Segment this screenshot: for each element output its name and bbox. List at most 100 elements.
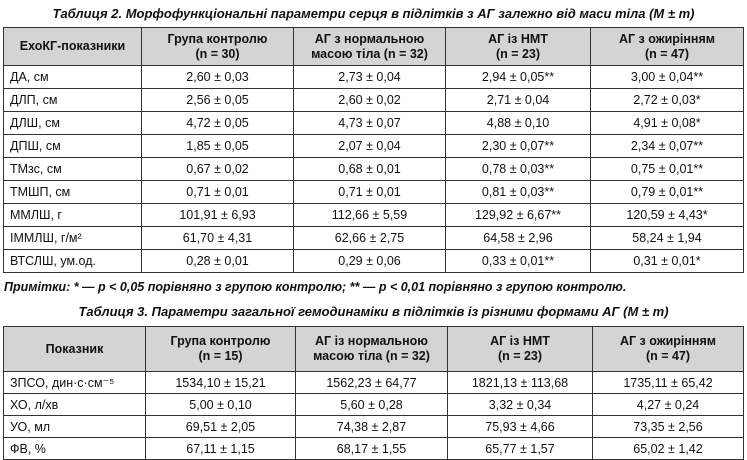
table3-header-line2: (n = 23) [497,349,543,363]
table2-header-line1: АГ з нормальною [314,31,425,46]
table3-cell: 68,17 ± 1,55 [295,437,448,460]
table2: ЕхоКГ-показники Група контролю (n = 30) А… [3,27,744,273]
table3-cell: 4,27 ± 0,24 [592,393,744,416]
table2-header-line2: (n = 47) [644,46,690,61]
table2-cell: 0,71 ± 0,01 [141,180,294,204]
table3-cell: 5,60 ± 0,28 [295,393,448,416]
table3-row: ФВ, % 67,11 ± 1,15 68,17 ± 1,55 65,77 ± 1,5… [3,437,744,460]
table3-cell: 5,00 ± 0,10 [145,393,296,416]
table2-cell: 2,34 ± 0,07** [590,134,744,158]
table2-cell: 0,79 ± 0,01** [590,180,744,204]
table2-row: ТМзс, см 0,67 ± 0,02 0,68 ± 0,01 0,78 ± 0,0… [3,157,744,181]
table2-header-row: ЕхоКГ-показники Група контролю (n = 30) А… [3,27,744,66]
table2-row: ДПШ, см 1,85 ± 0,05 2,07 ± 0,04 2,30 ± 0,07… [3,134,744,158]
table3-cell: 1821,13 ± 113,68 [447,371,593,394]
table2-cell: 58,24 ± 1,94 [590,226,744,250]
table3-header-cell: АГ із НМТ (n = 23) [447,326,593,372]
table2-cell: 0,68 ± 0,01 [293,157,446,181]
table2-cell: 64,58 ± 2,96 [445,226,591,250]
table3-header-cell: АГ з ожирінням (n = 47) [592,326,744,372]
table3-header-cell: Показник [3,326,146,372]
table3: Показник Група контролю (n = 15) АГ із но… [3,326,744,460]
table2-cell: 4,91 ± 0,08* [590,111,744,135]
table2-header-cell: ЕхоКГ-показники [3,27,142,66]
table2-cell: 4,88 ± 0,10 [445,111,591,135]
table2-row-label: ІММЛШ, г/м² [3,226,142,250]
table3-cell: 1534,10 ± 15,21 [145,371,296,394]
table2-cell: 2,73 ± 0,04 [293,65,446,89]
table2-row: ДЛП, см 2,56 ± 0,05 2,60 ± 0,02 2,71 ± 0,04… [3,88,744,112]
table2-cell: 0,67 ± 0,02 [141,157,294,181]
table2-cell: 2,56 ± 0,05 [141,88,294,112]
table2-title: Таблиця 2. Морфофункціональні параметри … [52,6,695,21]
table2-row-label: ММЛШ, г [3,203,142,227]
table3-cell: 1562,23 ± 64,77 [295,371,448,394]
table2-cell: 1,85 ± 0,05 [141,134,294,158]
table2-cell: 4,73 ± 0,07 [293,111,446,135]
table3-header-line2: (n = 47) [645,349,691,363]
table2-cell: 61,70 ± 4,31 [141,226,294,250]
table2-row-label: ДПШ, см [3,134,142,158]
table2-cell: 2,60 ± 0,02 [293,88,446,112]
table2-header-line2: масою тіла (n = 32) [311,46,428,61]
table2-header-cell: АГ із НМТ (n = 23) [445,27,591,66]
table3-header-line2: масою тіла (n = 32) [313,349,430,363]
table3-cell: 75,93 ± 4,66 [447,415,593,438]
table2-cell: 112,66 ± 5,59 [293,203,446,227]
table2-row: ІММЛШ, г/м² 61,70 ± 4,31 62,66 ± 2,75 64,58… [3,226,744,250]
table2-header-line1: Група контролю [167,31,268,46]
table3-cell: 65,77 ± 1,57 [447,437,593,460]
table3-cell: 67,11 ± 1,15 [145,437,296,460]
table2-cell: 2,30 ± 0,07** [445,134,591,158]
table2-cell: 0,71 ± 0,01 [293,180,446,204]
table2-header-line1: АГ із НМТ [488,31,548,46]
table3-row-label: УО, мл [3,415,146,438]
table2-header-cell: Група контролю (n = 30) [141,27,294,66]
table2-row-label: ДЛШ, см [3,111,142,135]
table3-row: ХО, л/хв 5,00 ± 0,10 5,60 ± 0,28 3,32 ± 0,3… [3,393,744,416]
table2-row-label: ВТСЛШ, ум.од. [3,249,142,273]
table3-row: ЗПСО, дин·с·см⁻⁵ 1534,10 ± 15,21 1562,23 ±… [3,371,744,394]
table3-row-label: ЗПСО, дин·с·см⁻⁵ [3,371,146,394]
table2-body: ДА, см 2,60 ± 0,03 2,73 ± 0,04 2,94 ± 0,05*… [3,65,744,273]
table2-cell: 0,29 ± 0,06 [293,249,446,273]
table3-body: ЗПСО, дин·с·см⁻⁵ 1534,10 ± 15,21 1562,23 ±… [3,371,744,460]
table3-cell: 3,32 ± 0,34 [447,393,593,416]
table2-cell: 2,94 ± 0,05** [445,65,591,89]
table2-row: ДА, см 2,60 ± 0,03 2,73 ± 0,04 2,94 ± 0,05*… [3,65,744,89]
table2-row: ДЛШ, см 4,72 ± 0,05 4,73 ± 0,07 4,88 ± 0,10… [3,111,744,135]
table2-header-line2: (n = 23) [495,46,541,61]
table3-header-cell: Група контролю (n = 15) [145,326,296,372]
table2-row: ММЛШ, г 101,91 ± 6,93 112,66 ± 5,59 129,92 … [3,203,744,227]
table3-header-line1: АГ з ожирінням [619,334,717,348]
table3-cell: 69,51 ± 2,05 [145,415,296,438]
table3-row: УО, мл 69,51 ± 2,05 74,38 ± 2,87 75,93 ± 4,… [3,415,744,438]
table3-header-line1: АГ із НМТ [490,334,550,348]
table3-cell: 1735,11 ± 65,42 [592,371,744,394]
table2-cell: 0,81 ± 0,03** [445,180,591,204]
table2-cell: 0,78 ± 0,03** [445,157,591,181]
table2-row-label: ТМзс, см [3,157,142,181]
table2-header-cell: АГ з ожирінням (n = 47) [590,27,744,66]
table2-cell: 0,28 ± 0,01 [141,249,294,273]
table2-header-line1: АГ з ожирінням [618,31,716,46]
table2-row: ТМШП, см 0,71 ± 0,01 0,71 ± 0,01 0,81 ± 0,0… [3,180,744,204]
table2-row-label: ДЛП, см [3,88,142,112]
table2-cell: 2,72 ± 0,03* [590,88,744,112]
table2-cell: 120,59 ± 4,43* [590,203,744,227]
table2-header-cell: АГ з нормальною масою тіла (n = 32) [293,27,446,66]
table3-row-label: ФВ, % [3,437,146,460]
table3-cell: 73,35 ± 2,56 [592,415,744,438]
table2-cell: 129,92 ± 6,67** [445,203,591,227]
table2-cell: 3,00 ± 0,04** [590,65,744,89]
table2-cell: 2,60 ± 0,03 [141,65,294,89]
table2-row-label: ТМШП, см [3,180,142,204]
table2-footnote: Примітки: * — p < 0,05 порівняно з групо… [4,280,627,294]
table3-header-line1: Група контролю [170,334,271,348]
table2-cell: 62,66 ± 2,75 [293,226,446,250]
table2-row-label: ДА, см [3,65,142,89]
table2-cell: 4,72 ± 0,05 [141,111,294,135]
table3-header-line1: АГ із нормальною [315,334,428,348]
table3-header-line2: (n = 15) [198,349,243,363]
